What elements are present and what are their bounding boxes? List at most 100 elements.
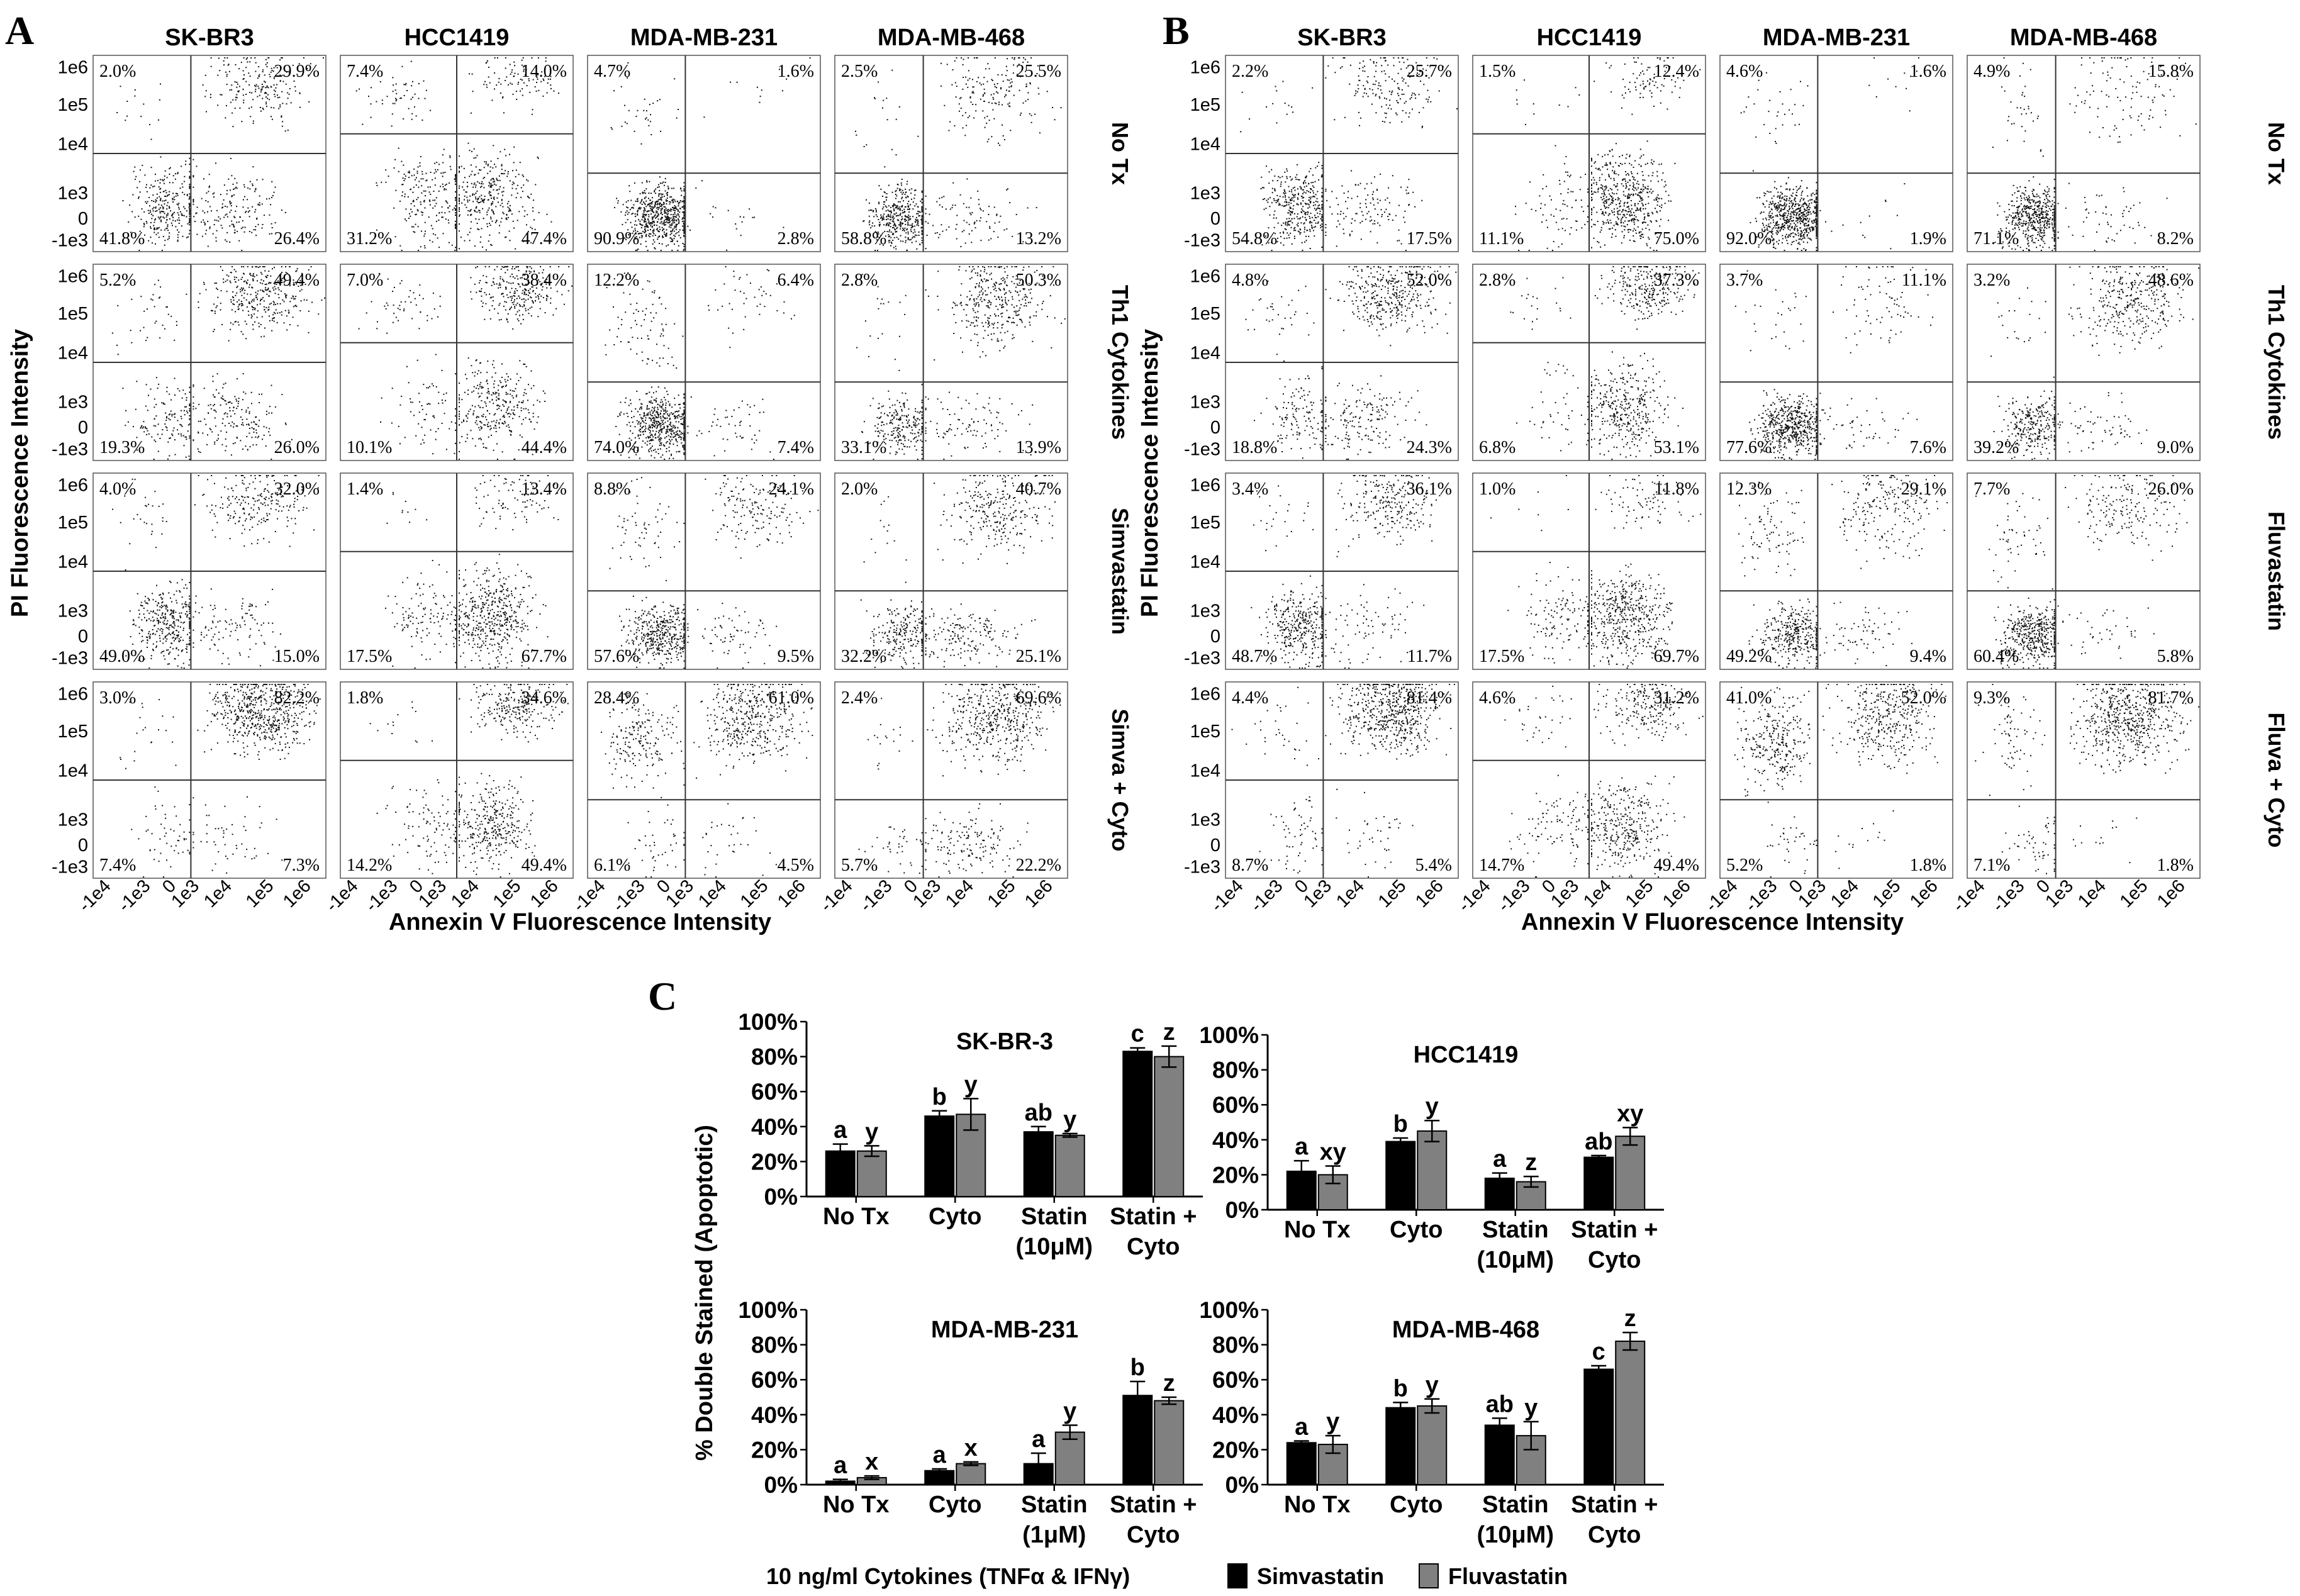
quadrant-pct-lower-left: 39.2% [1973,438,2019,457]
quadrant-pct-lower-right: 69.7% [1654,647,1699,666]
quadrant-pct-upper-left: 7.7% [1973,479,2010,499]
y-tick-label: 0 [78,627,88,647]
x-tick-label: 1e6 [1906,876,1942,912]
quadrant-pct-lower-right: 9.4% [1910,647,1946,666]
category-label: Cyto [929,1203,981,1230]
y-tick-label: 1e4 [1190,343,1220,363]
quadrant-pct-lower-right: 1.8% [2157,856,2194,875]
event-dots [1740,57,1919,251]
quadrant-pct-upper-right: 38.4% [522,271,567,290]
x-tick-label: 1e5 [489,876,525,912]
panel-c: C % Double Stained (Apoptotic) 100% 80% 60% 4… [648,974,1664,1589]
y-tick-label: -1e3 [52,230,88,250]
category-label: Cyto [1390,1492,1443,1518]
event-dots [855,57,1062,251]
y-tick-label: 0 [78,418,88,438]
quadrant-pct-upper-right: 32.0% [274,479,320,499]
quadrant-pct-lower-left: 48.7% [1232,647,1277,666]
y-tick-label: 1e6 [58,684,88,705]
quadrant-pct-lower-right: 9.0% [2157,438,2194,457]
quadrant-pct-upper-left: 12.2% [594,271,639,290]
subplot-title: MDA-MB-231 [931,1317,1078,1343]
event-dots [1734,266,1938,460]
x-axis-label: 10 ng/ml Cytokines (TNFα & IFNγ) [766,1563,1130,1589]
y-tick-label: 0 [1210,418,1220,438]
x-tick-label: 1e3 [1300,876,1336,912]
scatter-plot-cell: 12.2% 6.4% 74.0% 7.4% [587,264,821,461]
quadrant-pct-upper-right: 36.1% [1407,479,1452,499]
x-tick-label: -1e4 [75,876,115,916]
bar-fluvastatin [1615,1136,1646,1210]
quadrant-pct-upper-left: 3.4% [1232,479,1268,499]
quadrant-pct-lower-right: 13.2% [1016,229,1061,248]
category-label: Cyto [929,1492,981,1518]
scatter-plot-cell: 1.4% 13.4% 17.5% 67.7% [340,472,574,670]
quadrant-pct-lower-left: 17.5% [347,647,392,666]
scatter-plot-cell: 2.0% 40.7% 32.2% 25.1% [834,472,1068,670]
category-label: Statin + [1571,1492,1658,1518]
y-tick-label: 1e5 [58,95,88,115]
column-label: HCC1419 [405,25,510,51]
subplot-title: MDA-MB-468 [1392,1317,1539,1343]
quadrant-pct-lower-right: 1.9% [1910,229,1946,248]
category-label: Statin + [1110,1492,1197,1518]
quadrant-pct-upper-right: 25.7% [1407,62,1452,81]
quadrant-pct-upper-left: 28.4% [594,688,639,708]
y-tick-label: 1e5 [1190,513,1220,533]
category-label: No Tx [823,1203,890,1230]
error-bar [963,1098,979,1131]
error-bar [1591,1154,1607,1160]
x-tick-label: 1e4 [447,876,483,912]
plot-frame [834,472,1068,670]
x-tick-label: 1e6 [279,876,315,912]
x-tick-label: 1e4 [2074,876,2110,912]
quadrant-pct-upper-right: 49.4% [274,271,320,290]
column-label: MDA-MB-468 [2010,25,2157,51]
bar-simvastatin [1583,1156,1614,1210]
quadrant-pct-lower-left: 54.8% [1232,229,1277,248]
y-tick-label: 0% [1225,1197,1259,1223]
quadrant-pct-lower-right: 47.4% [522,229,567,248]
significance-letter: z [1163,1370,1175,1397]
scatter-plot-cell: 4.6% 31.2% 14.7% 49.4% [1472,681,1706,879]
event-dots [860,475,1061,669]
y-tick-label: 1e6 [1190,476,1220,496]
x-tick-label: -1e4 [1454,876,1495,916]
quadrant-pct-upper-right: 11.8% [1655,479,1699,499]
quadrant-pct-lower-left: 6.1% [594,856,630,875]
y-tick-label: 1e5 [58,513,88,533]
error-bar [1393,1137,1409,1146]
y-tick-label: 1e6 [58,58,88,78]
quadrant-pct-upper-left: 4.7% [594,62,630,81]
y-axis-label: PI Fluorescence Intensity [1137,329,1163,617]
quadrant-pct-upper-right: 29.1% [1901,479,1946,499]
error-bar [1622,1127,1638,1146]
error-bar [1622,1331,1638,1351]
quadrant-pct-upper-left: 1.4% [347,479,383,499]
x-tick-label: 1e6 [1021,876,1057,912]
y-tick-label: 80% [1212,1057,1259,1083]
quadrant-pct-upper-right: 48.6% [2148,271,2194,290]
quadrant-pct-upper-right: 6.4% [778,271,814,290]
y-tick-label: 0 [1210,627,1220,647]
scatter-plot-cell: 7.7% 26.0% 60.4% 5.8% [1967,472,2201,670]
scatter-plot-cell: 2.8% 50.3% 33.1% 13.9% [834,264,1068,461]
quadrant-pct-lower-left: 49.2% [1726,647,1772,666]
scatter-plot-cell: 2.5% 25.5% 58.8% 13.2% [834,55,1068,252]
significance-letter: b [932,1084,947,1110]
quadrant-pct-upper-right: 29.9% [274,62,320,81]
quadrant-pct-lower-left: 41.8% [99,229,145,248]
quadrant-pct-upper-right: 81.7% [2148,688,2194,708]
quadrant-pct-lower-right: 7.4% [778,438,814,457]
error-bar [1161,1045,1177,1068]
event-dots [1504,684,1704,878]
y-tick-label: 1e4 [58,343,88,363]
x-tick-label: 1e5 [2116,876,2152,912]
quadrant-pct-upper-right: 37.3% [1654,271,1699,290]
quadrant-pct-lower-right: 25.1% [1016,647,1061,666]
y-tick-label: 40% [1212,1127,1259,1153]
quadrant-pct-lower-right: 1.8% [1910,856,1946,875]
event-dots [610,57,811,251]
quadrant-pct-upper-right: 31.2% [1654,688,1699,708]
row-label: No Tx [1107,122,1133,185]
